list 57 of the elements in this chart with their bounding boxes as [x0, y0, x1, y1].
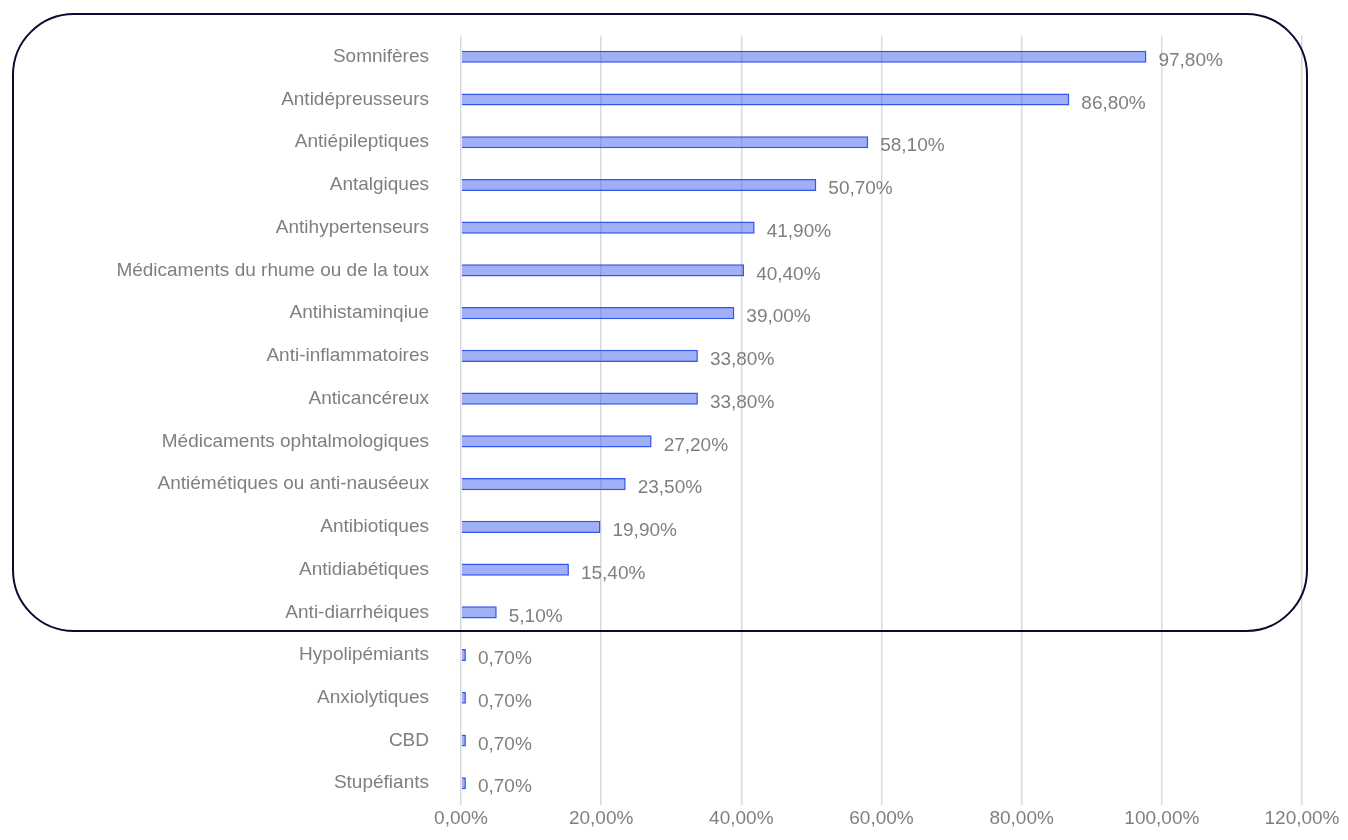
- data-label: 0,70%: [477, 647, 532, 669]
- bar: [461, 478, 626, 491]
- bar: [461, 50, 1147, 63]
- y-tick-label: Antiépileptiques: [294, 130, 429, 152]
- data-label: 33,80%: [709, 348, 775, 370]
- y-tick-label: Antihistaminqiue: [289, 301, 429, 323]
- x-tick-label: 100,00%: [1124, 807, 1200, 829]
- x-tick-label: 20,00%: [568, 807, 634, 829]
- y-tick-label: Médicaments ophtalmologiques: [161, 429, 429, 451]
- x-tick-label: 40,00%: [709, 807, 774, 829]
- bar: [461, 136, 869, 149]
- data-label: 39,00%: [746, 305, 811, 327]
- bar: [461, 520, 601, 533]
- bar: [461, 563, 569, 576]
- bar: [461, 606, 497, 619]
- bar: [461, 307, 735, 320]
- y-tick-label: Médicaments du rhume ou de la toux: [116, 258, 430, 280]
- y-tick-label: Anti-diarrhéiques: [285, 600, 429, 622]
- data-label: 15,40%: [580, 561, 646, 583]
- data-label: 27,20%: [663, 433, 729, 455]
- y-tick-label: Antiémétiques ou anti-nauséeux: [157, 472, 430, 494]
- data-label: 33,80%: [709, 390, 775, 412]
- x-tick-label: 80,00%: [989, 807, 1054, 829]
- data-label: 5,10%: [508, 604, 563, 626]
- data-label: 0,70%: [477, 732, 532, 754]
- x-tick-label: 60,00%: [849, 807, 914, 829]
- bar: [461, 93, 1070, 106]
- x-tick-label: 120,00%: [1264, 807, 1340, 829]
- y-tick-label: Anti-inflammatoires: [266, 344, 429, 366]
- data-label: 58,10%: [880, 134, 945, 156]
- y-tick-label: Antidiabétiques: [299, 557, 429, 579]
- data-label: 50,70%: [828, 177, 893, 199]
- y-tick-label: CBD: [388, 728, 429, 750]
- y-tick-label: Antihypertenseurs: [275, 215, 429, 237]
- bar: [461, 221, 755, 234]
- data-label: 23,50%: [637, 476, 703, 498]
- bar: [461, 178, 817, 192]
- y-tick-label: Anxiolytiques: [317, 686, 429, 707]
- y-tick-label: Hypolipémiants: [299, 643, 429, 665]
- data-label: 40,40%: [756, 262, 821, 284]
- bar: [461, 264, 745, 277]
- y-tick-label: Anticancéreux: [308, 386, 430, 408]
- y-tick-label: Somnifères: [332, 45, 429, 66]
- y-tick-label: Antibiotiques: [320, 515, 429, 537]
- y-tick-label: Antalgiques: [329, 173, 429, 195]
- data-label: 86,80%: [1081, 91, 1146, 113]
- bar: [461, 349, 698, 362]
- data-label: 0,70%: [477, 690, 532, 711]
- data-label: 41,90%: [766, 219, 832, 241]
- data-label: 97,80%: [1158, 49, 1223, 70]
- bar: [461, 435, 652, 448]
- data-label: 0,70%: [477, 775, 532, 797]
- y-tick-label: Stupéfiants: [333, 771, 429, 793]
- y-tick-label: Antidépreusseurs: [281, 87, 429, 109]
- x-tick-label: 0,00%: [434, 807, 489, 829]
- bar: [461, 392, 698, 405]
- data-label: 19,90%: [612, 519, 678, 541]
